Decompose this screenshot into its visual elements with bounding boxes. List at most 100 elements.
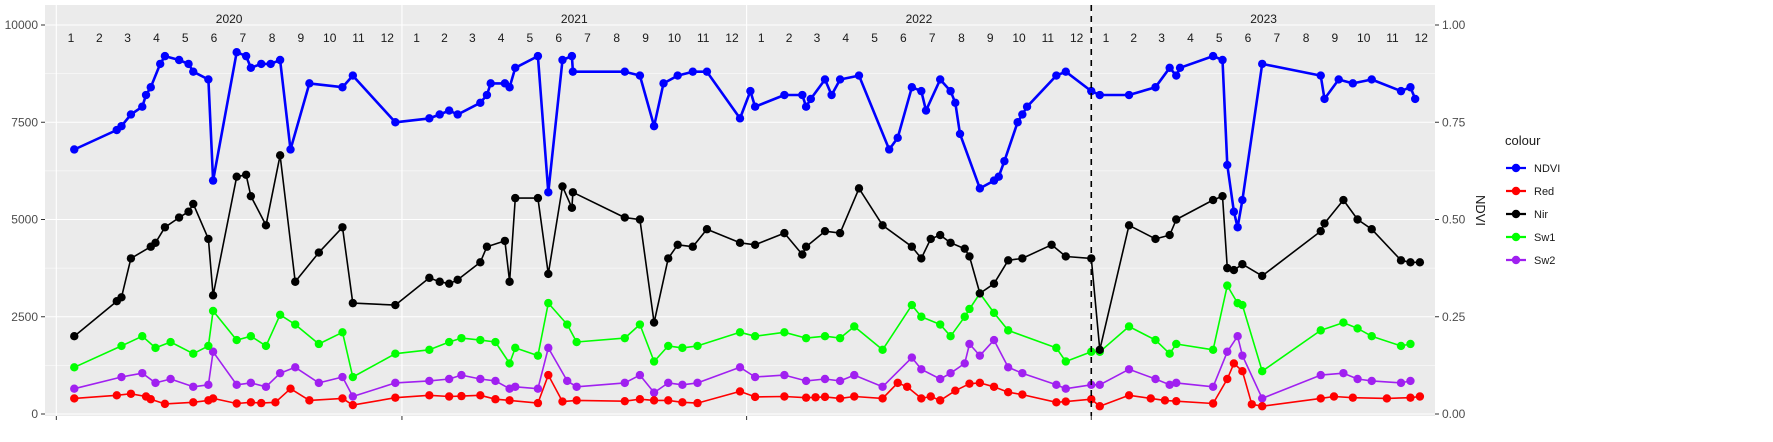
point-red xyxy=(1238,367,1247,376)
month-label: 11 xyxy=(697,31,710,45)
point-sw1 xyxy=(850,322,859,331)
point-ndvi xyxy=(893,133,902,143)
point-ndvi xyxy=(1095,90,1104,100)
point-nir xyxy=(735,238,745,248)
legend-label: Sw1 xyxy=(1534,232,1555,244)
point-sw1 xyxy=(801,333,811,343)
point-sw2 xyxy=(946,368,955,378)
point-red xyxy=(835,394,845,403)
month-label: 3 xyxy=(1158,31,1165,45)
point-ndvi xyxy=(798,90,807,100)
legend-label: Nir xyxy=(1534,209,1548,221)
point-ndvi xyxy=(482,90,492,100)
point-nir xyxy=(965,252,974,261)
month-label: 4 xyxy=(1187,31,1194,45)
point-ndvi xyxy=(1172,71,1181,80)
point-sw2 xyxy=(189,382,198,391)
point-nir xyxy=(946,238,955,248)
point-ndvi xyxy=(673,71,682,80)
point-nir xyxy=(184,207,193,216)
point-ndvi xyxy=(746,86,755,96)
point-sw1 xyxy=(693,341,702,351)
point-sw1 xyxy=(166,337,175,347)
month-label: 7 xyxy=(929,31,936,45)
legend-title: colour xyxy=(1505,133,1541,148)
point-nir xyxy=(1095,345,1104,355)
point-sw2 xyxy=(1003,363,1013,372)
point-red xyxy=(425,391,434,400)
point-sw1 xyxy=(1396,341,1406,351)
point-sw1 xyxy=(989,308,999,318)
point-red xyxy=(126,389,136,398)
point-ndvi xyxy=(620,67,629,76)
point-sw1 xyxy=(1151,335,1160,345)
point-ndvi xyxy=(801,102,811,111)
point-sw2 xyxy=(511,382,520,391)
point-sw1 xyxy=(314,339,324,349)
point-nir xyxy=(444,279,454,288)
point-ndvi xyxy=(835,75,845,84)
point-sw1 xyxy=(878,345,887,355)
point-nir xyxy=(453,275,462,284)
point-sw1 xyxy=(935,320,945,329)
point-sw2 xyxy=(750,372,760,382)
point-sw1 xyxy=(946,332,955,341)
point-sw2 xyxy=(151,378,160,388)
point-nir xyxy=(391,300,400,310)
point-sw2 xyxy=(70,384,79,393)
point-nir xyxy=(801,242,811,251)
year-label: 2020 xyxy=(216,12,243,26)
point-ndvi xyxy=(921,106,931,115)
point-red xyxy=(750,392,760,402)
point-ndvi xyxy=(425,114,434,123)
point-red xyxy=(693,398,702,408)
point-red xyxy=(246,398,256,407)
point-sw2 xyxy=(1406,376,1415,386)
month-label: 8 xyxy=(269,31,276,45)
point-nir xyxy=(907,242,917,251)
point-red xyxy=(664,396,673,405)
point-ndvi xyxy=(348,71,358,80)
point-sw1 xyxy=(820,332,830,341)
point-ndvi xyxy=(1396,86,1406,96)
month-label: 10 xyxy=(1012,31,1026,45)
point-red xyxy=(1124,391,1134,400)
point-ndvi xyxy=(1257,59,1267,69)
month-label: 5 xyxy=(1216,31,1223,45)
point-sw1 xyxy=(457,333,466,343)
point-sw2 xyxy=(1233,332,1242,341)
y-left-tick-label: 2500 xyxy=(11,310,38,324)
point-nir xyxy=(664,254,673,263)
point-nir xyxy=(1396,256,1406,265)
point-ndvi xyxy=(1087,86,1096,96)
point-ndvi xyxy=(635,71,645,80)
point-nir xyxy=(314,248,324,257)
point-nir xyxy=(1061,252,1070,261)
month-label: 2 xyxy=(1130,31,1137,45)
point-ndvi xyxy=(568,67,578,76)
point-sw1 xyxy=(678,343,687,353)
point-red xyxy=(780,392,789,401)
month-label: 2 xyxy=(96,31,103,45)
point-ndvi xyxy=(1052,71,1061,80)
point-sw2 xyxy=(1396,378,1406,388)
month-label: 3 xyxy=(124,31,131,45)
point-nir xyxy=(567,203,577,213)
point-nir xyxy=(482,242,492,251)
point-nir xyxy=(1316,226,1325,236)
point-sw1 xyxy=(246,332,256,341)
point-sw1 xyxy=(204,341,213,351)
month-label: 9 xyxy=(987,31,994,45)
point-nir xyxy=(780,228,789,238)
y-left-tick-label: 5000 xyxy=(11,213,38,227)
point-sw1 xyxy=(533,351,543,360)
point-sw2 xyxy=(1095,380,1104,390)
point-ndvi xyxy=(820,75,830,84)
point-red xyxy=(444,392,454,401)
point-red xyxy=(505,396,514,405)
point-red xyxy=(558,397,567,406)
point-nir xyxy=(1238,260,1247,269)
point-sw2 xyxy=(960,359,969,368)
point-nir xyxy=(1018,254,1027,263)
point-sw1 xyxy=(505,359,514,368)
